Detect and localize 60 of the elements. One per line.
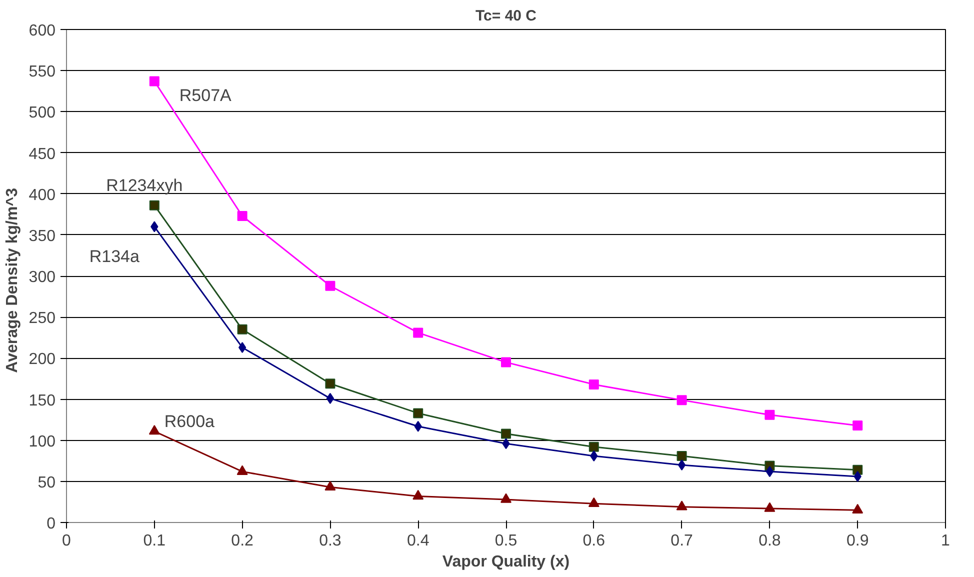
point bbox=[588, 442, 599, 452]
x-axis-title: Vapor Quality (x) bbox=[442, 554, 570, 570]
point bbox=[236, 465, 248, 475]
point bbox=[764, 410, 775, 420]
point bbox=[676, 500, 688, 510]
chart-title: Tc= 40 C bbox=[476, 8, 537, 24]
point bbox=[237, 324, 248, 334]
y-tick-label: 350 bbox=[28, 228, 56, 245]
point bbox=[501, 357, 511, 368]
series-label: R600a bbox=[164, 412, 216, 431]
point bbox=[413, 328, 424, 338]
y-tick-label: 200 bbox=[28, 351, 56, 368]
point bbox=[148, 425, 160, 435]
point bbox=[237, 211, 248, 222]
point bbox=[325, 280, 336, 291]
point bbox=[676, 450, 687, 461]
series-label: R1234xyh bbox=[106, 176, 183, 195]
y-tick-label: 450 bbox=[28, 146, 56, 163]
point bbox=[149, 76, 160, 86]
point bbox=[766, 466, 774, 478]
series-label: R507A bbox=[179, 86, 232, 105]
x-tick-label: 0 bbox=[62, 532, 72, 550]
point bbox=[588, 497, 600, 507]
point bbox=[326, 392, 334, 404]
point bbox=[325, 378, 336, 389]
x-tick-label: 0.5 bbox=[494, 532, 518, 550]
y-tick-label: 50 bbox=[38, 474, 56, 492]
point bbox=[412, 490, 424, 500]
x-tick-label: 0.7 bbox=[670, 532, 694, 550]
y-tick-label: 250 bbox=[28, 310, 56, 328]
point bbox=[678, 459, 686, 470]
y-tick-label: 150 bbox=[28, 392, 56, 410]
x-tick-label: 0.6 bbox=[582, 532, 606, 550]
y-axis-title: Average Density kg/m^3 bbox=[4, 188, 21, 373]
y-tick-label: 100 bbox=[28, 433, 56, 450]
x-tick-label: 1 bbox=[941, 532, 950, 550]
x-tick-label: 0.4 bbox=[406, 532, 430, 550]
point bbox=[852, 420, 863, 431]
x-tick-label: 0.1 bbox=[143, 532, 166, 550]
y-tick-label: 600 bbox=[28, 22, 56, 40]
point bbox=[764, 502, 776, 512]
point bbox=[413, 408, 424, 418]
point bbox=[500, 493, 512, 503]
x-tick-label: 0.8 bbox=[758, 532, 781, 550]
y-tick-label: 300 bbox=[28, 269, 56, 286]
y-tick-label: 500 bbox=[28, 104, 56, 122]
x-tick-label: 0.3 bbox=[319, 532, 342, 550]
x-tick-label: 0.9 bbox=[846, 532, 869, 550]
y-tick-label: 550 bbox=[28, 64, 56, 81]
point bbox=[676, 395, 687, 406]
point bbox=[238, 342, 246, 353]
point bbox=[149, 200, 160, 210]
point bbox=[501, 428, 511, 439]
y-tick-label: 0 bbox=[46, 516, 56, 532]
point bbox=[324, 480, 336, 491]
x-tick-label: 0.2 bbox=[231, 532, 254, 550]
series-label: R134a bbox=[89, 247, 140, 266]
point bbox=[852, 504, 864, 514]
y-tick-label: 400 bbox=[28, 186, 56, 204]
point bbox=[588, 379, 599, 390]
